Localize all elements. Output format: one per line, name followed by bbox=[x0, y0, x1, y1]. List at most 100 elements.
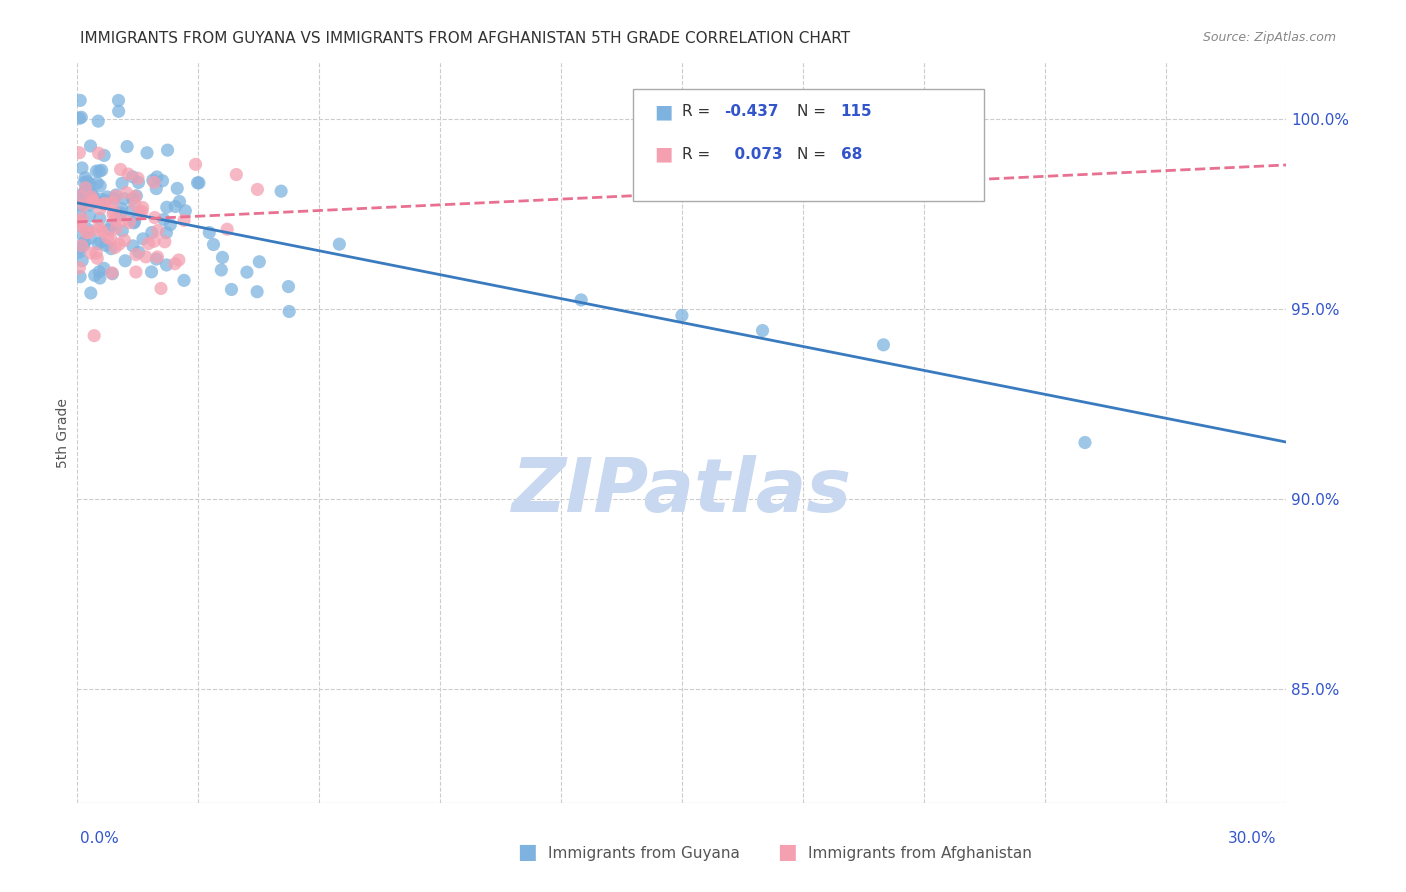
Point bbox=[80, 231, 103, 245]
Point bbox=[202, 237, 225, 252]
Point bbox=[69, 269, 91, 284]
Point bbox=[128, 245, 150, 260]
Point bbox=[86, 176, 108, 190]
Point bbox=[278, 304, 301, 318]
Point bbox=[169, 194, 191, 209]
Point bbox=[146, 169, 169, 184]
Point bbox=[84, 246, 107, 260]
Point bbox=[153, 212, 176, 227]
Point bbox=[174, 203, 197, 218]
Point bbox=[132, 232, 155, 246]
Point bbox=[129, 205, 152, 219]
Point bbox=[153, 235, 176, 249]
Point bbox=[114, 253, 136, 268]
Point bbox=[114, 192, 136, 206]
Point bbox=[111, 176, 134, 190]
Point bbox=[80, 186, 103, 201]
Point bbox=[872, 338, 894, 352]
Text: Immigrants from Afghanistan: Immigrants from Afghanistan bbox=[808, 847, 1032, 861]
Point bbox=[125, 247, 148, 261]
Text: N =: N = bbox=[797, 147, 831, 161]
Point bbox=[111, 224, 134, 238]
Point bbox=[105, 221, 128, 235]
Point bbox=[146, 250, 169, 264]
Point bbox=[75, 180, 97, 194]
Point bbox=[141, 265, 163, 279]
Point bbox=[79, 139, 101, 153]
Point bbox=[277, 279, 299, 293]
Point bbox=[104, 188, 127, 202]
Text: 0.073: 0.073 bbox=[724, 147, 783, 161]
Point bbox=[70, 253, 93, 268]
Point bbox=[70, 161, 93, 175]
Point bbox=[84, 194, 107, 209]
Point bbox=[131, 204, 153, 219]
Point bbox=[86, 252, 108, 266]
Point bbox=[72, 186, 94, 201]
Point bbox=[107, 94, 129, 108]
Point bbox=[146, 223, 169, 237]
Point bbox=[145, 181, 167, 195]
Point bbox=[82, 189, 104, 203]
Point bbox=[173, 273, 195, 287]
Point bbox=[104, 241, 127, 255]
Point bbox=[94, 194, 117, 208]
Point bbox=[156, 143, 179, 157]
Point bbox=[131, 201, 153, 215]
Point bbox=[97, 230, 120, 244]
Point bbox=[67, 206, 90, 220]
Point bbox=[149, 281, 172, 295]
Y-axis label: 5th Grade: 5th Grade bbox=[56, 398, 70, 467]
Point bbox=[80, 246, 103, 260]
Point bbox=[91, 224, 114, 238]
Text: ■: ■ bbox=[778, 842, 797, 862]
Point bbox=[87, 219, 110, 234]
Point bbox=[100, 219, 122, 233]
Point bbox=[76, 222, 98, 236]
Point bbox=[163, 257, 186, 271]
Point bbox=[83, 328, 105, 343]
Text: ZIPatlas: ZIPatlas bbox=[512, 455, 852, 528]
Point bbox=[73, 185, 96, 199]
Point bbox=[155, 226, 177, 240]
Point bbox=[101, 266, 124, 280]
Point bbox=[100, 242, 122, 256]
Point bbox=[136, 145, 159, 160]
Point bbox=[115, 186, 138, 200]
Point bbox=[101, 195, 124, 210]
Point bbox=[187, 176, 209, 190]
Point bbox=[166, 181, 188, 195]
Point bbox=[87, 146, 110, 161]
Point bbox=[83, 268, 105, 283]
Point bbox=[124, 214, 146, 228]
Point bbox=[69, 94, 91, 108]
Point bbox=[96, 190, 118, 204]
Point bbox=[79, 198, 101, 212]
Point bbox=[114, 233, 136, 247]
Text: N =: N = bbox=[797, 104, 831, 119]
Text: R =: R = bbox=[682, 147, 716, 161]
Point bbox=[87, 223, 110, 237]
Point bbox=[89, 265, 111, 279]
Point bbox=[80, 285, 103, 300]
Point bbox=[165, 200, 187, 214]
Point bbox=[76, 226, 98, 240]
Point bbox=[94, 238, 117, 252]
Point bbox=[69, 189, 91, 203]
Point bbox=[569, 293, 592, 307]
Point bbox=[118, 215, 141, 229]
Point bbox=[87, 236, 110, 251]
Point bbox=[187, 176, 209, 190]
Point bbox=[128, 176, 150, 190]
Point bbox=[90, 163, 112, 178]
Text: R =: R = bbox=[682, 104, 716, 119]
Point bbox=[124, 197, 146, 211]
Point bbox=[159, 218, 181, 232]
Point bbox=[70, 238, 93, 252]
Point bbox=[67, 245, 90, 260]
Text: 68: 68 bbox=[841, 147, 862, 161]
Point bbox=[141, 226, 163, 240]
Point bbox=[87, 114, 110, 128]
Point bbox=[236, 265, 259, 279]
Point bbox=[247, 254, 270, 268]
